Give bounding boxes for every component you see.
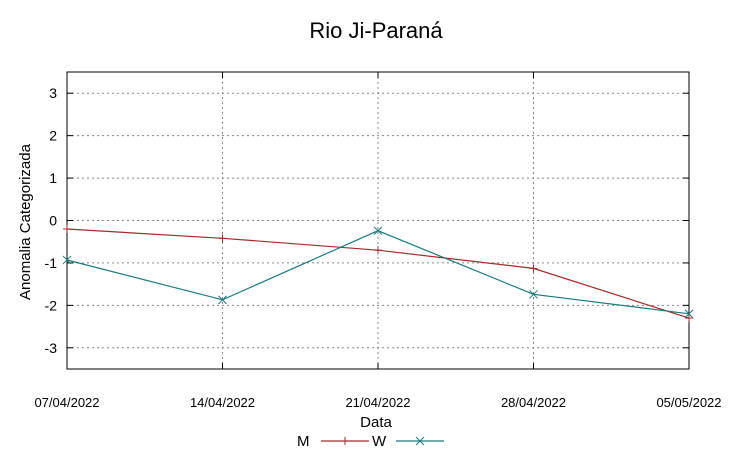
data-point bbox=[684, 309, 694, 319]
y-tick-label: 1 bbox=[49, 170, 57, 186]
series-W bbox=[62, 226, 694, 319]
data-point bbox=[529, 264, 538, 273]
data-point bbox=[529, 289, 538, 299]
data-point bbox=[63, 224, 71, 233]
y-tick-label: -3 bbox=[45, 340, 58, 356]
y-tick-label: 0 bbox=[49, 213, 57, 229]
chart-title: Rio Ji-Paraná bbox=[309, 18, 443, 43]
x-axis-label: Data bbox=[360, 414, 392, 431]
x-tick-label: 14/04/2022 bbox=[190, 395, 255, 410]
data-point bbox=[373, 226, 383, 236]
series-M bbox=[63, 224, 693, 323]
legend-label: M bbox=[297, 433, 310, 450]
legend-item-W: W bbox=[372, 433, 444, 450]
series bbox=[62, 224, 694, 323]
y-axis: 3 2 1 0 -1 -2 -3 bbox=[45, 85, 689, 356]
data-point bbox=[685, 314, 693, 323]
y-tick-label: -1 bbox=[45, 255, 58, 271]
y-tick-label: -2 bbox=[45, 297, 58, 313]
legend-marker bbox=[415, 436, 425, 446]
legend-item-M: M bbox=[297, 433, 369, 450]
x-axis: 07/04/2022 14/04/2022 21/04/2022 28/04/2022… bbox=[34, 72, 722, 410]
x-tick-label: 28/04/2022 bbox=[501, 395, 566, 410]
data-point bbox=[218, 234, 227, 243]
x-tick-label: 07/04/2022 bbox=[34, 395, 99, 410]
data-point bbox=[374, 246, 382, 255]
y-tick-label: 2 bbox=[49, 128, 57, 144]
data-point bbox=[62, 255, 72, 265]
x-tick-label: 21/04/2022 bbox=[345, 395, 410, 410]
y-tick-label: 3 bbox=[49, 85, 57, 101]
legend-marker bbox=[341, 437, 349, 445]
legend-label: W bbox=[372, 433, 387, 450]
data-point bbox=[218, 295, 227, 305]
grid bbox=[66, 72, 690, 369]
x-tick-label: 05/05/2022 bbox=[656, 395, 721, 410]
y-axis-label: Anomalia Categorizada bbox=[17, 143, 34, 300]
